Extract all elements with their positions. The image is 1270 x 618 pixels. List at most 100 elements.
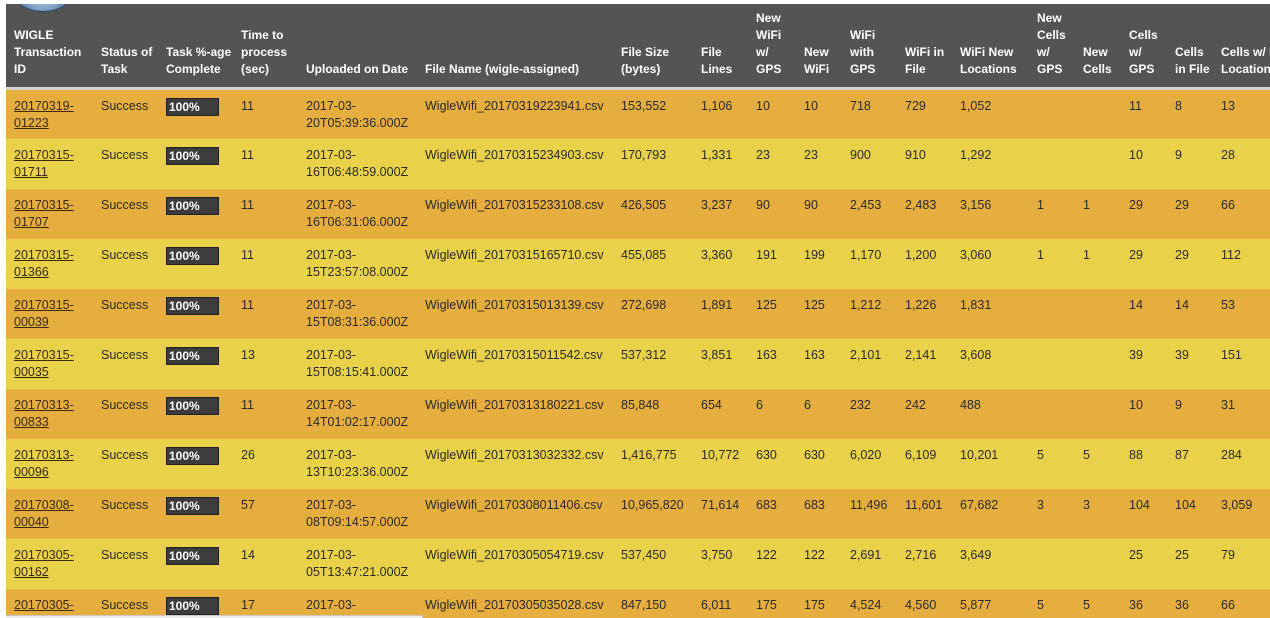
cell-cells-gps: 29 bbox=[1121, 189, 1167, 239]
cells-in-file-cell: 9 bbox=[1175, 398, 1182, 412]
cell-wifi-gps: 718 bbox=[842, 86, 897, 139]
file-size-cell: 537,312 bbox=[621, 348, 667, 362]
cell-pct: 100% bbox=[158, 239, 233, 289]
new-cells-cell: 1 bbox=[1083, 198, 1090, 212]
cell-wifi-gps: 2,453 bbox=[842, 189, 897, 239]
new-cells-gps-cell: 3 bbox=[1037, 498, 1044, 512]
cell-status: Success bbox=[93, 239, 158, 289]
cell-pct: 100% bbox=[158, 439, 233, 489]
cell-wifi-new-loc: 488 bbox=[952, 389, 1029, 439]
file-name-cell: WigleWifi_20170313180221.csv bbox=[425, 398, 604, 412]
cell-wifi-gps: 4,524 bbox=[842, 589, 897, 618]
cell-new-cells bbox=[1075, 139, 1121, 189]
transaction-id-link[interactable]: 20170313- 00833 bbox=[14, 398, 74, 429]
wifi-new-locations-cell: 3,060 bbox=[960, 248, 992, 262]
time-cell: 11 bbox=[241, 398, 254, 412]
column-header-transaction-id[interactable]: WIGLE Transaction ID bbox=[14, 27, 82, 76]
cell-new-wifi: 175 bbox=[796, 589, 842, 618]
cell-id: 20170315- 01366 bbox=[6, 239, 93, 289]
cell-new-wifi-gps: 10 bbox=[748, 86, 796, 139]
cell-cells-file: 9 bbox=[1167, 139, 1213, 189]
cell-file: WigleWifi_20170308011406.csv bbox=[417, 489, 613, 539]
column-header-file-lines[interactable]: File Lines bbox=[701, 44, 733, 76]
cell-size: 10,965,820 bbox=[613, 489, 693, 539]
cell-date: 2017-03- 15T23:57:08.000Z bbox=[298, 239, 417, 289]
transaction-id-link[interactable]: 20170315- 01366 bbox=[14, 248, 74, 279]
cell-date: 2017-03- 20T05:39:36.000Z bbox=[298, 86, 417, 139]
column-header-new-cells[interactable]: New Cells bbox=[1083, 44, 1112, 76]
upload-results-panel: WIGLE Transaction ID Status of Task Task… bbox=[6, 4, 1270, 618]
cell-wifi-file: 2,483 bbox=[897, 189, 952, 239]
column-header-wifi-in-file[interactable]: WiFi in File bbox=[905, 44, 945, 76]
cells-new-locations-cell: 28 bbox=[1221, 148, 1235, 162]
cell-id: 20170313- 00833 bbox=[6, 389, 93, 439]
cell-id: 20170315- 01707 bbox=[6, 189, 93, 239]
cell-new-wifi-gps: 122 bbox=[748, 539, 796, 589]
column-header-new-wifi[interactable]: New WiFi bbox=[804, 44, 830, 76]
cells-gps-cell: 10 bbox=[1129, 148, 1143, 162]
cell-id: 20170315- 00039 bbox=[6, 289, 93, 339]
file-size-cell: 847,150 bbox=[621, 598, 667, 612]
cell-wifi-file: 6,109 bbox=[897, 439, 952, 489]
cell-new-wifi: 10 bbox=[796, 86, 842, 139]
cell-wifi-gps: 900 bbox=[842, 139, 897, 189]
column-header-file-name[interactable]: File Name (wigle-assigned) bbox=[425, 61, 580, 76]
cell-cells-file: 29 bbox=[1167, 239, 1213, 289]
column-header-new-cells-gps[interactable]: New Cells w/ GPS bbox=[1037, 10, 1066, 76]
progress-badge: 100% bbox=[166, 547, 219, 565]
cell-cells-gps: 36 bbox=[1121, 589, 1167, 618]
cell-cells-gps: 29 bbox=[1121, 239, 1167, 289]
column-header-wifi-with-gps[interactable]: WiFi with GPS bbox=[850, 27, 876, 76]
transaction-id-link[interactable]: 20170305- 00162 bbox=[14, 548, 74, 579]
new-cells-gps-cell: 5 bbox=[1037, 448, 1044, 462]
column-header-cells-in-file[interactable]: Cells in File bbox=[1175, 44, 1210, 76]
column-header-uploaded-date[interactable]: Uploaded on Date bbox=[306, 61, 409, 76]
new-wifi-cell: 630 bbox=[804, 448, 825, 462]
uploaded-date-cell: 2017-03- 16T06:31:06.000Z bbox=[306, 198, 409, 229]
cell-new-cells: 3 bbox=[1075, 489, 1121, 539]
transaction-id-link[interactable]: 20170305- bbox=[14, 598, 74, 612]
wifi-new-locations-cell: 488 bbox=[960, 398, 981, 412]
wifi-in-file-cell: 1,200 bbox=[905, 248, 937, 262]
time-cell: 11 bbox=[241, 98, 254, 113]
cells-in-file-cell: 25 bbox=[1175, 548, 1189, 562]
column-header-status[interactable]: Status of Task bbox=[101, 44, 153, 76]
column-header-cells-new-locations[interactable]: Cells w/ New Locations bbox=[1221, 44, 1270, 76]
cells-new-locations-cell: 66 bbox=[1221, 198, 1235, 212]
column-header-time-to-process[interactable]: Time to process (sec) bbox=[241, 27, 288, 76]
column-header-percent-complete[interactable]: Task %-age Complete bbox=[166, 44, 232, 76]
transaction-id-link[interactable]: 20170313- 00096 bbox=[14, 448, 74, 479]
transaction-id-link[interactable]: 20170315- 01711 bbox=[14, 148, 74, 179]
status-cell: Success bbox=[101, 198, 149, 212]
time-cell: 17 bbox=[241, 598, 255, 612]
cell-cells-gps: 39 bbox=[1121, 339, 1167, 389]
cell-new-wifi-gps: 630 bbox=[748, 439, 796, 489]
transaction-id-link[interactable]: 20170315- 00039 bbox=[14, 298, 74, 329]
transaction-id-link[interactable]: 20170319- 01223 bbox=[14, 98, 74, 130]
browser-status-bar bbox=[6, 615, 423, 618]
cell-lines: 1,331 bbox=[693, 139, 748, 189]
new-cells-gps-cell: 1 bbox=[1037, 198, 1044, 212]
cells-new-locations-cell: 79 bbox=[1221, 548, 1235, 562]
cell-lines: 3,237 bbox=[693, 189, 748, 239]
cell-date: 2017-03- 16T06:48:59.000Z bbox=[298, 139, 417, 189]
status-cell: Success bbox=[101, 148, 149, 162]
uploaded-date-cell: 2017-03- 15T23:57:08.000Z bbox=[306, 248, 409, 279]
transaction-id-link[interactable]: 20170308- 00040 bbox=[14, 498, 74, 529]
column-header-cells-gps[interactable]: Cells w/ GPS bbox=[1129, 27, 1158, 76]
column-header-file-size[interactable]: File Size (bytes) bbox=[621, 44, 670, 76]
column-header-wifi-new-locations[interactable]: WiFi New Locations bbox=[960, 44, 1017, 76]
cell-cells-new-loc: 3,059 bbox=[1213, 489, 1270, 539]
transaction-id-link[interactable]: 20170315- 00035 bbox=[14, 348, 74, 379]
cell-wifi-new-loc: 1,292 bbox=[952, 139, 1029, 189]
cell-new-cells-gps: 5 bbox=[1029, 589, 1075, 618]
cell-new-wifi: 90 bbox=[796, 189, 842, 239]
cell-cells-new-loc: 31 bbox=[1213, 389, 1270, 439]
cells-in-file-cell: 29 bbox=[1175, 248, 1189, 262]
cell-new-cells-gps: 1 bbox=[1029, 239, 1075, 289]
transaction-id-link[interactable]: 20170315- 01707 bbox=[14, 198, 74, 229]
wifi-gps-cell: 2,691 bbox=[850, 548, 882, 562]
file-lines-cell: 6,011 bbox=[701, 598, 732, 612]
cells-gps-cell: 36 bbox=[1129, 598, 1143, 612]
column-header-new-wifi-gps[interactable]: New WiFi w/ GPS bbox=[756, 10, 782, 76]
